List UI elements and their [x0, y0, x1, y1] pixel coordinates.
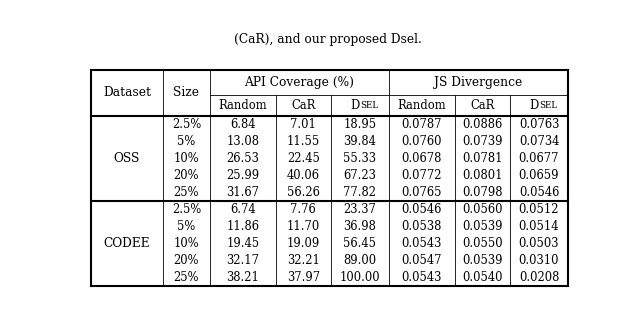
Text: 25%: 25%: [173, 186, 199, 199]
Text: 0.0512: 0.0512: [518, 203, 559, 216]
Text: 20%: 20%: [173, 254, 199, 267]
Text: 19.45: 19.45: [226, 237, 259, 250]
Text: 40.06: 40.06: [287, 169, 320, 182]
Text: 0.0310: 0.0310: [518, 254, 559, 267]
Text: 11.55: 11.55: [287, 135, 320, 148]
Text: 0.0539: 0.0539: [462, 220, 502, 233]
Text: 32.21: 32.21: [287, 254, 319, 267]
Text: 0.0546: 0.0546: [402, 203, 442, 216]
Text: 0.0678: 0.0678: [402, 152, 442, 165]
Text: 0.0659: 0.0659: [518, 169, 559, 182]
Text: 56.26: 56.26: [287, 186, 319, 199]
Text: Size: Size: [173, 86, 200, 99]
Text: 20%: 20%: [173, 169, 199, 182]
Text: CaR: CaR: [291, 99, 316, 112]
Text: 0.0550: 0.0550: [462, 237, 502, 250]
Text: 0.0543: 0.0543: [402, 271, 442, 285]
Text: 36.98: 36.98: [344, 220, 376, 233]
Text: 0.0514: 0.0514: [518, 220, 559, 233]
Text: D: D: [530, 99, 539, 112]
Text: 13.08: 13.08: [227, 135, 259, 148]
Text: 0.0763: 0.0763: [519, 118, 559, 131]
Text: JS Divergence: JS Divergence: [435, 76, 523, 89]
Text: 0.0781: 0.0781: [462, 152, 502, 165]
Text: 23.37: 23.37: [344, 203, 376, 216]
Text: 2.5%: 2.5%: [172, 118, 201, 131]
Text: 6.84: 6.84: [230, 118, 255, 131]
Text: 0.0208: 0.0208: [519, 271, 559, 285]
Text: 0.0546: 0.0546: [519, 186, 559, 199]
Text: 0.0801: 0.0801: [462, 169, 502, 182]
Text: 19.09: 19.09: [287, 237, 320, 250]
Text: 0.0787: 0.0787: [402, 118, 442, 131]
Text: 0.0760: 0.0760: [402, 135, 442, 148]
Text: 32.17: 32.17: [227, 254, 259, 267]
Text: 0.0798: 0.0798: [462, 186, 502, 199]
Text: 56.45: 56.45: [343, 237, 376, 250]
Text: 25.99: 25.99: [226, 169, 259, 182]
Text: 6.74: 6.74: [230, 203, 255, 216]
Text: 0.0886: 0.0886: [462, 118, 502, 131]
Text: 7.01: 7.01: [291, 118, 316, 131]
Text: 38.21: 38.21: [227, 271, 259, 285]
Text: 0.0772: 0.0772: [402, 169, 442, 182]
Text: 22.45: 22.45: [287, 152, 319, 165]
Text: Random: Random: [218, 99, 267, 112]
Text: 11.86: 11.86: [227, 220, 259, 233]
Text: 0.0538: 0.0538: [402, 220, 442, 233]
Text: 10%: 10%: [173, 152, 199, 165]
Text: 0.0539: 0.0539: [462, 254, 502, 267]
Text: SEL: SEL: [360, 101, 378, 110]
Text: 0.0543: 0.0543: [402, 237, 442, 250]
Text: 2.5%: 2.5%: [172, 203, 201, 216]
Text: (CaR), and our proposed Dsel.: (CaR), and our proposed Dsel.: [234, 33, 422, 46]
Text: 100.00: 100.00: [340, 271, 380, 285]
Text: D: D: [351, 99, 360, 112]
Text: OSS: OSS: [114, 152, 140, 165]
Text: 77.82: 77.82: [343, 186, 376, 199]
Text: 0.0560: 0.0560: [462, 203, 502, 216]
Text: 10%: 10%: [173, 237, 199, 250]
Text: API Coverage (%): API Coverage (%): [244, 76, 355, 89]
Text: 0.0547: 0.0547: [402, 254, 442, 267]
Text: 0.0765: 0.0765: [402, 186, 442, 199]
Text: 7.76: 7.76: [291, 203, 316, 216]
Text: CODEE: CODEE: [104, 237, 150, 250]
Text: 0.0677: 0.0677: [518, 152, 559, 165]
Text: 5%: 5%: [177, 135, 196, 148]
Text: 11.70: 11.70: [287, 220, 320, 233]
Text: 0.0503: 0.0503: [518, 237, 559, 250]
Text: 37.97: 37.97: [287, 271, 320, 285]
Text: 31.67: 31.67: [227, 186, 259, 199]
Text: 0.0739: 0.0739: [462, 135, 502, 148]
Text: CaR: CaR: [470, 99, 495, 112]
Text: SEL: SEL: [539, 101, 557, 110]
Text: Random: Random: [397, 99, 446, 112]
Text: 39.84: 39.84: [344, 135, 376, 148]
Text: 55.33: 55.33: [343, 152, 376, 165]
Text: Dataset: Dataset: [103, 86, 151, 99]
Text: 67.23: 67.23: [344, 169, 376, 182]
Text: 26.53: 26.53: [227, 152, 259, 165]
Text: 0.0734: 0.0734: [519, 135, 559, 148]
Text: 5%: 5%: [177, 220, 196, 233]
Text: 0.0540: 0.0540: [462, 271, 502, 285]
Text: 18.95: 18.95: [343, 118, 376, 131]
Text: 89.00: 89.00: [343, 254, 376, 267]
Text: 25%: 25%: [173, 271, 199, 285]
